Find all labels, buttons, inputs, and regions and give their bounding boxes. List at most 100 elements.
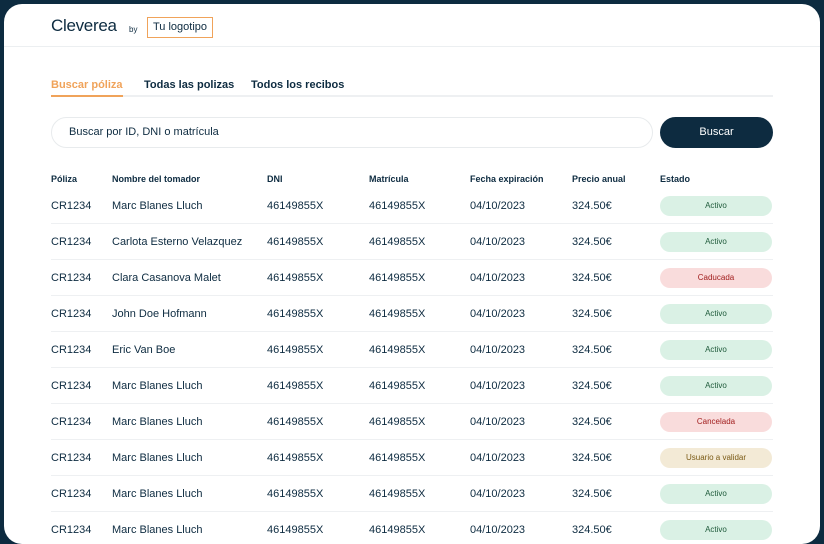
policy-table: Póliza Nombre del tomador DNI Matrícula Fech… <box>51 170 773 544</box>
table-cell: 04/10/2023 <box>470 199 526 212</box>
table-cell: 04/10/2023 <box>470 379 526 392</box>
status-badge: Activo <box>660 375 772 396</box>
table-cell: Marc Blanes Lluch <box>112 379 203 392</box>
status-badge: Activo <box>660 303 772 324</box>
status-badge: Activo <box>660 339 772 360</box>
table-cell: John Doe Hofmann <box>112 307 207 320</box>
table-cell: Eric Van Boe <box>112 343 176 356</box>
table-cell: 04/10/2023 <box>470 523 526 536</box>
status-badge: Caducada <box>660 267 772 288</box>
table-cell: 46149855X <box>267 451 324 464</box>
table-cell: CR1234 <box>51 343 92 356</box>
table-cell: 46149855X <box>369 451 426 464</box>
table-cell: 46149855X <box>369 271 426 284</box>
table-cell: CR1234 <box>51 271 92 284</box>
table-cell: 324.50€ <box>572 343 612 356</box>
table-cell: 46149855X <box>267 271 324 284</box>
table-cell: 46149855X <box>369 235 426 248</box>
table-cell: 324.50€ <box>572 235 612 248</box>
header: Cleverea by Tu logotipo <box>4 4 820 47</box>
table-cell: Marc Blanes Lluch <box>112 523 203 536</box>
table-cell: CR1234 <box>51 199 92 212</box>
table-row[interactable]: CR1234 Clara Casanova Malet 46149855X 46149… <box>51 260 773 296</box>
search-input[interactable]: Buscar por ID, DNI o matrícula <box>51 117 653 148</box>
column-header: Nombre del tomador <box>112 174 201 184</box>
table-cell: CR1234 <box>51 307 92 320</box>
table-cell: 46149855X <box>267 487 324 500</box>
table-cell: 324.50€ <box>572 379 612 392</box>
table-cell: 46149855X <box>267 199 324 212</box>
status-badge: Usuario a validar <box>660 447 772 468</box>
table-cell: 324.50€ <box>572 271 612 284</box>
table-cell: 04/10/2023 <box>470 235 526 248</box>
table-cell: 324.50€ <box>572 487 612 500</box>
app-window: Cleverea by Tu logotipo Buscar póliza To… <box>4 4 820 544</box>
table-cell: 04/10/2023 <box>470 451 526 464</box>
table-cell: 46149855X <box>369 523 426 536</box>
table-cell: 46149855X <box>369 199 426 212</box>
tab-todos-los-recibos[interactable]: Todos los recibos <box>251 79 345 91</box>
table-cell: 46149855X <box>267 523 324 536</box>
column-header: Precio anual <box>572 174 626 184</box>
table-cell: CR1234 <box>51 451 92 464</box>
column-header: DNI <box>267 174 283 184</box>
table-cell: 46149855X <box>369 487 426 500</box>
table-cell: 04/10/2023 <box>470 343 526 356</box>
status-badge: Activo <box>660 231 772 252</box>
table-row[interactable]: CR1234 Carlota Esterno Velazquez 46149855X… <box>51 224 773 260</box>
table-cell: 04/10/2023 <box>470 271 526 284</box>
table-cell: CR1234 <box>51 379 92 392</box>
table-cell: 324.50€ <box>572 199 612 212</box>
by-label: by <box>129 25 138 34</box>
table-row[interactable]: CR1234 Marc Blanes Lluch 46149855X 46149855… <box>51 188 773 224</box>
table-cell: 04/10/2023 <box>470 307 526 320</box>
tab-buscar-poliza[interactable]: Buscar póliza <box>51 79 123 97</box>
table-header: Póliza Nombre del tomador DNI Matrícula Fech… <box>51 170 773 188</box>
table-cell: 46149855X <box>369 343 426 356</box>
table-cell: 46149855X <box>369 415 426 428</box>
table-cell: 46149855X <box>267 415 324 428</box>
table-row[interactable]: CR1234 John Doe Hofmann 46149855X 46149855X… <box>51 296 773 332</box>
table-row[interactable]: CR1234 Eric Van Boe 46149855X 46149855X 04/1… <box>51 332 773 368</box>
status-badge: Activo <box>660 519 772 540</box>
status-badge: Cancelada <box>660 411 772 432</box>
table-cell: CR1234 <box>51 415 92 428</box>
table-cell: CR1234 <box>51 235 92 248</box>
table-cell: 324.50€ <box>572 415 612 428</box>
column-header: Estado <box>660 174 691 184</box>
column-header: Fecha expiración <box>470 174 544 184</box>
table-cell: Marc Blanes Lluch <box>112 199 203 212</box>
column-header: Póliza <box>51 174 78 184</box>
table-cell: Clara Casanova Malet <box>112 271 221 284</box>
column-header: Matrícula <box>369 174 409 184</box>
partner-logo-placeholder: Tu logotipo <box>147 17 213 38</box>
table-cell: 04/10/2023 <box>470 487 526 500</box>
status-badge: Activo <box>660 195 772 216</box>
table-row[interactable]: CR1234 Marc Blanes Lluch 46149855X 46149855… <box>51 512 773 544</box>
table-cell: CR1234 <box>51 523 92 536</box>
table-cell: 324.50€ <box>572 523 612 536</box>
table-row[interactable]: CR1234 Marc Blanes Lluch 46149855X 46149855… <box>51 368 773 404</box>
table-cell: 46149855X <box>267 379 324 392</box>
table-cell: 324.50€ <box>572 307 612 320</box>
table-cell: Marc Blanes Lluch <box>112 415 203 428</box>
tab-todas-las-polizas[interactable]: Todas las polizas <box>144 79 235 91</box>
table-cell: 46149855X <box>369 307 426 320</box>
search-button[interactable]: Buscar <box>660 117 773 148</box>
table-cell: 324.50€ <box>572 451 612 464</box>
table-cell: 46149855X <box>267 235 324 248</box>
table-cell: 04/10/2023 <box>470 415 526 428</box>
table-cell: 46149855X <box>267 307 324 320</box>
brand-logo: Cleverea <box>51 16 117 35</box>
status-badge: Activo <box>660 483 772 504</box>
table-cell: 46149855X <box>369 379 426 392</box>
table-cell: Carlota Esterno Velazquez <box>112 235 243 248</box>
table-cell: Marc Blanes Lluch <box>112 487 203 500</box>
tabs: Buscar póliza Todas las polizas Todos lo… <box>51 78 773 97</box>
table-cell: CR1234 <box>51 487 92 500</box>
table-row[interactable]: CR1234 Marc Blanes Lluch 46149855X 46149855… <box>51 440 773 476</box>
table-row[interactable]: CR1234 Marc Blanes Lluch 46149855X 46149855… <box>51 404 773 440</box>
table-cell: Marc Blanes Lluch <box>112 451 203 464</box>
table-row[interactable]: CR1234 Marc Blanes Lluch 46149855X 46149855… <box>51 476 773 512</box>
table-cell: 46149855X <box>267 343 324 356</box>
